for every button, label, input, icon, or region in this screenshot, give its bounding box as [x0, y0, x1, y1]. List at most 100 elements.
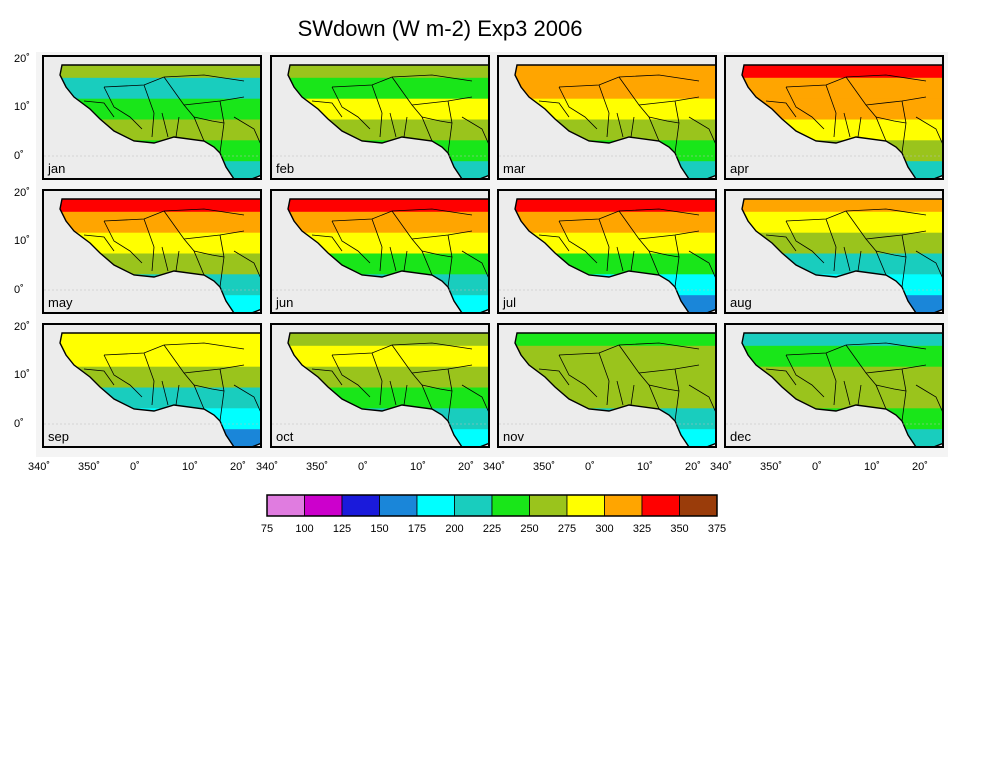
country-border [618, 76, 660, 142]
country-border [875, 116, 907, 124]
country-border [143, 84, 155, 138]
country-border [875, 250, 907, 258]
coastline [287, 198, 488, 312]
colorbar-tick-label: 225 [482, 523, 502, 535]
band-sep-2 [60, 366, 260, 389]
map-panel-may: may [42, 189, 262, 314]
longitude-tick-label: 10˚ [864, 461, 880, 473]
colorbar-swatch [491, 494, 530, 517]
map-panel-oct: oct [270, 323, 490, 448]
country-border [371, 352, 383, 406]
map-may [44, 198, 260, 312]
band-sep-1 [60, 345, 260, 368]
country-border [857, 116, 862, 138]
month-label: mar [503, 161, 526, 176]
band-apr-0 [742, 65, 942, 79]
latitude-tick-label: 0˚ [14, 418, 24, 430]
country-border [765, 368, 797, 386]
country-border [785, 354, 825, 398]
latitude-tick-label: 0˚ [14, 284, 24, 296]
country-border [103, 220, 143, 264]
country-border [311, 100, 343, 118]
country-border [825, 352, 837, 406]
colorbar-frame [266, 494, 718, 517]
country-border [389, 246, 397, 272]
band-oct-1 [288, 345, 488, 368]
longitude-tick-label: 340˚ [256, 461, 279, 473]
country-border [103, 354, 143, 398]
country-border [630, 116, 635, 138]
latitude-tick-label: 10˚ [14, 369, 30, 381]
latitude-tick-label: 20˚ [14, 321, 30, 333]
coastline [59, 64, 260, 178]
map-sep [44, 332, 260, 446]
map-nov [499, 332, 715, 446]
country-border [845, 76, 887, 142]
latitude-tick-label: 10˚ [14, 101, 30, 113]
band-jul-2 [515, 232, 715, 255]
country-border [403, 250, 408, 272]
band-feb-5 [288, 161, 488, 178]
latitude-tick-label: 0˚ [14, 150, 24, 162]
band-jan-0 [60, 65, 260, 79]
country-border [161, 380, 169, 406]
map-panel-apr: apr [724, 55, 944, 180]
map-panel-jul: jul [497, 189, 717, 314]
country-border [83, 368, 115, 386]
country-border [630, 384, 635, 406]
country-border [616, 380, 624, 406]
country-border [161, 112, 169, 138]
longitude-tick-label: 10˚ [637, 461, 653, 473]
country-border [175, 250, 180, 272]
country-border [175, 384, 180, 406]
country-border [843, 380, 851, 406]
longitude-tick-label: 20˚ [230, 461, 246, 473]
country-border [616, 112, 624, 138]
colorbar-swatch [641, 494, 680, 517]
colorbar-tick-label: 100 [295, 523, 314, 535]
coastline [741, 64, 942, 178]
country-border [598, 352, 610, 406]
country-border [538, 368, 570, 386]
country-border [875, 384, 907, 392]
colorbar-tick-label: 325 [632, 523, 652, 535]
map-dec [726, 332, 942, 446]
colorbar-tick-label: 200 [445, 523, 464, 535]
longitude-tick-label: 350˚ [533, 461, 556, 473]
country-border [391, 344, 433, 410]
country-border [143, 218, 155, 272]
colorbar-tick-label: 125 [332, 523, 352, 535]
band-feb-2 [288, 98, 488, 121]
country-border [163, 76, 205, 142]
map-panel-dec: dec [724, 323, 944, 448]
band-jun-1 [288, 211, 488, 234]
country-border [558, 220, 598, 264]
colorbar-swatch [266, 494, 305, 517]
band-aug-2 [742, 232, 942, 255]
band-dec-5 [742, 429, 942, 446]
colorbar-tick-label: 150 [370, 523, 389, 535]
country-border [538, 234, 570, 252]
band-jan-1 [60, 77, 260, 100]
country-border [461, 250, 488, 278]
colorbar-swatch [341, 494, 380, 517]
latitude-tick-label: 20˚ [14, 187, 30, 199]
coastline [514, 332, 715, 446]
band-sep-5 [60, 429, 260, 446]
coastline [514, 198, 715, 312]
longitude-tick-label: 10˚ [182, 461, 198, 473]
country-border [688, 384, 715, 412]
band-mar-2 [515, 98, 715, 121]
country-border [785, 86, 825, 130]
band-apr-5 [742, 161, 942, 178]
colorbar-swatch [679, 494, 718, 517]
map-panel-nov: nov [497, 323, 717, 448]
country-border [598, 218, 610, 272]
month-label: jan [48, 161, 66, 176]
longitude-tick-label: 0˚ [585, 461, 595, 473]
map-panel-sep: sep [42, 323, 262, 448]
band-aug-0 [742, 199, 942, 213]
map-jul [499, 198, 715, 312]
band-dec-1 [742, 345, 942, 368]
colorbar-swatch [566, 494, 605, 517]
